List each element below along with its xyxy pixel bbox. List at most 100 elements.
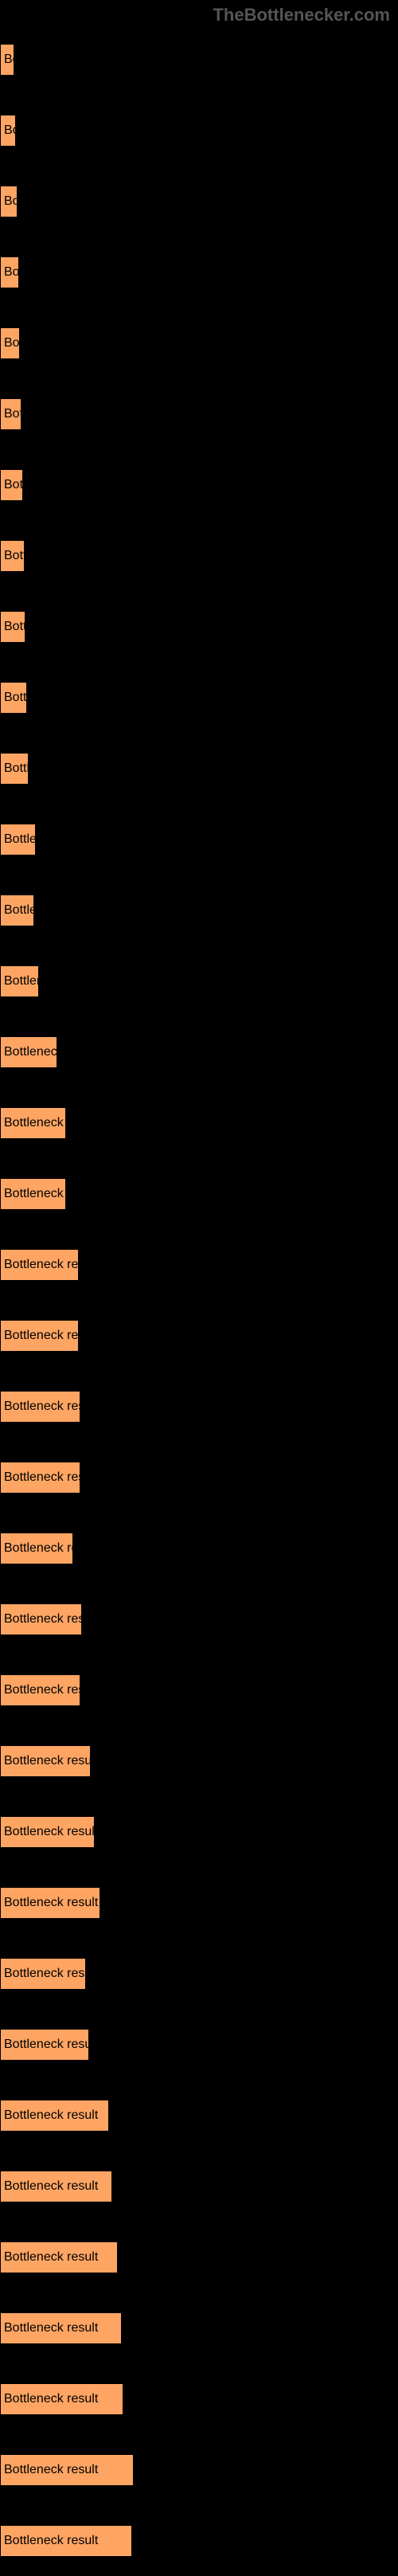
chart-row: Bottleneck result xyxy=(0,520,398,591)
chart-bar: Bottleneck result xyxy=(0,186,18,217)
bar-label: Bottleneck result xyxy=(4,761,29,776)
chart-bar: Bottleneck result xyxy=(0,540,25,572)
chart-bar: Bottleneck result xyxy=(0,2312,122,2344)
chart-bar: Bottleneck result xyxy=(0,1249,79,1281)
bar-label: Bottleneck result xyxy=(4,265,19,280)
chart-bar: Bottleneck result xyxy=(0,1036,57,1068)
bar-label: Bottleneck result xyxy=(4,194,18,209)
chart-row: Bottleneck result xyxy=(0,1229,398,1300)
chart-bar: Bottleneck result xyxy=(0,611,25,643)
bar-label: Bottleneck result xyxy=(4,1329,79,1343)
bar-label: Bottleneck result xyxy=(4,691,27,705)
chart-row: Bottleneck result xyxy=(0,1513,398,1584)
chart-bar: Bottleneck result xyxy=(0,1462,80,1494)
chart-row: Bottleneck result xyxy=(0,945,398,1016)
chart-row: Bottleneck result xyxy=(0,237,398,307)
bar-label: Bottleneck result xyxy=(4,123,16,138)
chart-row: Bottleneck result xyxy=(0,1938,398,2009)
bar-label: Bottleneck result xyxy=(4,2321,98,2335)
bar-label: Bottleneck result xyxy=(4,2250,98,2265)
watermark: TheBottlenecker.com xyxy=(213,5,390,25)
bar-label: Bottleneck result xyxy=(4,1754,91,1768)
chart-row: Bottleneck result xyxy=(0,2080,398,2151)
chart-row: Bottleneck result xyxy=(0,2009,398,2080)
bar-label: Bottleneck result xyxy=(4,1045,57,1059)
bar-label: Bottleneck result xyxy=(4,53,14,67)
chart-row: Bottleneck result xyxy=(0,2363,398,2434)
chart-bar: Bottleneck result xyxy=(0,469,23,501)
chart-row: Bottleneck result xyxy=(0,1087,398,1158)
bar-label: Bottleneck result xyxy=(4,1683,80,1697)
chart-bar: Bottleneck result xyxy=(0,256,19,288)
chart-row: Bottleneck result xyxy=(0,2151,398,2222)
chart-row: Bottleneck result xyxy=(0,95,398,166)
bar-label: Bottleneck result xyxy=(4,2392,98,2406)
chart-bar: Bottleneck result xyxy=(0,1107,66,1139)
chart-row: Bottleneck result xyxy=(0,307,398,378)
bar-label: Bottleneck result xyxy=(4,1967,86,1981)
chart-bar: Bottleneck result xyxy=(0,753,29,785)
chart-bar: Bottleneck result xyxy=(0,1178,66,1210)
chart-row: Bottleneck result xyxy=(0,2222,398,2292)
chart-bar: Bottleneck result xyxy=(0,1816,95,1848)
bar-label: Bottleneck result xyxy=(4,2108,98,2123)
bar-label: Bottleneck result xyxy=(4,1187,66,1201)
chart-bar: Bottleneck result xyxy=(0,682,27,714)
bar-label: Bottleneck result xyxy=(4,974,39,989)
chart-bar: Bottleneck result xyxy=(0,1674,80,1706)
bar-label: Bottleneck result xyxy=(4,2179,98,2194)
chart-row: Bottleneck result xyxy=(0,1158,398,1229)
chart-bar: Bottleneck result xyxy=(0,2525,132,2557)
chart-row: Bottleneck result xyxy=(0,1442,398,1513)
bar-label: Bottleneck result xyxy=(4,2463,98,2477)
chart-bar: Bottleneck result xyxy=(0,1887,100,1919)
chart-row: Bottleneck result xyxy=(0,1654,398,1725)
chart-bar: Bottleneck result xyxy=(0,1391,80,1423)
chart-row: Bottleneck result xyxy=(0,2292,398,2363)
bar-label: Bottleneck result xyxy=(4,407,21,421)
chart-bar: Bottleneck result xyxy=(0,115,16,147)
chart-bar: Bottleneck result xyxy=(0,824,36,855)
chart-bar: Bottleneck result xyxy=(0,2383,123,2415)
chart-row: Bottleneck result xyxy=(0,1796,398,1867)
chart-bar: Bottleneck result xyxy=(0,965,39,997)
bar-label: Bottleneck result xyxy=(4,832,36,847)
chart-bar: Bottleneck result xyxy=(0,2171,112,2202)
chart-bar: Bottleneck result xyxy=(0,44,14,76)
chart-bar: Bottleneck result xyxy=(0,2454,134,2486)
chart-bar: Bottleneck result xyxy=(0,1745,91,1777)
bar-label: Bottleneck result xyxy=(4,903,34,918)
chart-row: Bottleneck result xyxy=(0,662,398,733)
chart-bar: Bottleneck result xyxy=(0,895,34,926)
chart-bar: Bottleneck result xyxy=(0,1603,82,1635)
chart-row: Bottleneck result xyxy=(0,1584,398,1654)
chart-bar: Bottleneck result xyxy=(0,1958,86,1990)
chart-row: Bottleneck result xyxy=(0,1371,398,1442)
chart-row: Bottleneck result xyxy=(0,1300,398,1371)
chart-bar: Bottleneck result xyxy=(0,1533,73,1564)
chart-bar: Bottleneck result xyxy=(0,398,21,430)
chart-row: Bottleneck result xyxy=(0,24,398,95)
chart-bar: Bottleneck result xyxy=(0,2029,89,2061)
chart-row: Bottleneck result xyxy=(0,166,398,237)
chart-row: Bottleneck result xyxy=(0,733,398,804)
chart-bar: Bottleneck result xyxy=(0,2241,118,2273)
bar-label: Bottleneck result xyxy=(4,1825,95,1839)
chart-bar: Bottleneck result xyxy=(0,2100,109,2132)
chart-row: Bottleneck result xyxy=(0,804,398,875)
chart-bar: Bottleneck result xyxy=(0,327,20,359)
bar-label: Bottleneck result xyxy=(4,1470,80,1485)
chart-row: Bottleneck result xyxy=(0,1867,398,1938)
bar-label: Bottleneck result xyxy=(4,1896,98,1910)
bar-label: Bottleneck result xyxy=(4,2038,89,2052)
bar-label: Bottleneck result xyxy=(4,336,20,350)
chart-row: Bottleneck result xyxy=(0,449,398,520)
bar-label: Bottleneck result xyxy=(4,1400,80,1414)
chart-row: Bottleneck result xyxy=(0,875,398,945)
bar-label: Bottleneck result xyxy=(4,1541,73,1556)
chart-row: Bottleneck result xyxy=(0,1725,398,1796)
bar-label: Bottleneck result xyxy=(4,620,25,634)
bar-label: Bottleneck result xyxy=(4,2534,98,2548)
bar-label: Bottleneck result xyxy=(4,1258,79,1272)
bottleneck-chart: Bottleneck result Bottleneck result Bottle… xyxy=(0,24,398,2576)
